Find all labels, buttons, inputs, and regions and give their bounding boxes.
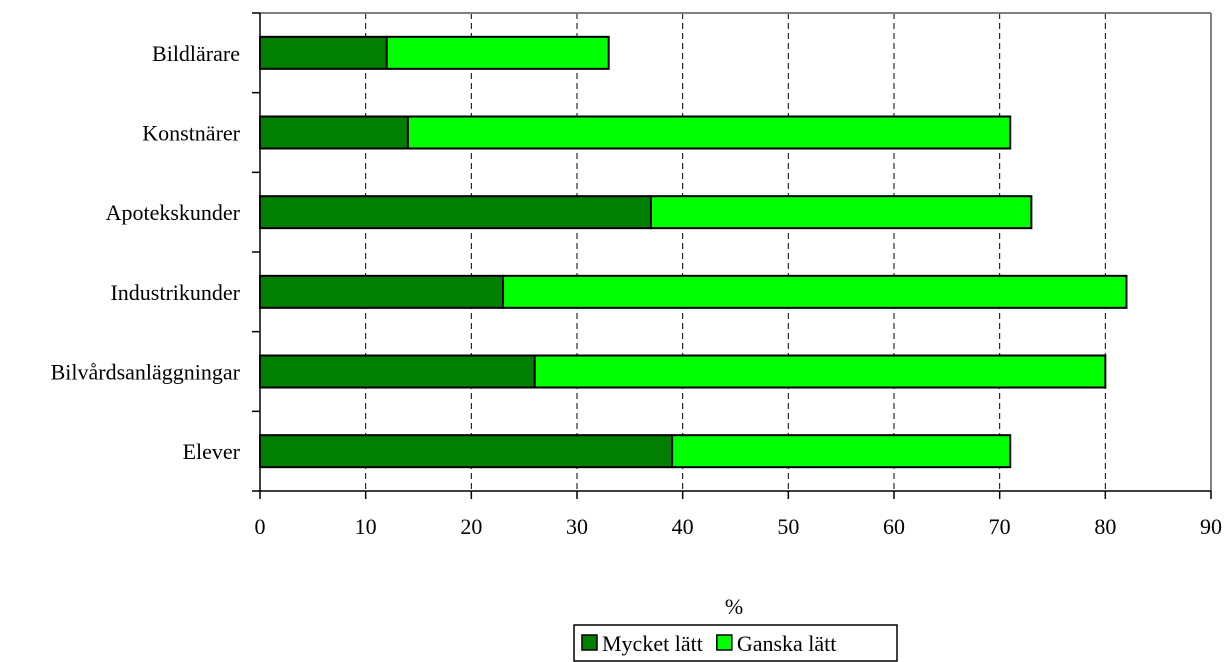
axes bbox=[252, 12, 1212, 499]
bar-mycket-5 bbox=[259, 434, 674, 469]
bar-ganska-3 bbox=[502, 274, 1128, 309]
bar-mycket-4 bbox=[259, 354, 536, 389]
x-tick-label: 70 bbox=[989, 514, 1011, 539]
category-label: Bildlärare bbox=[152, 41, 240, 66]
x-tick-label: 90 bbox=[1200, 514, 1222, 539]
legend-label-ganska: Ganska lätt bbox=[737, 631, 837, 656]
x-tick-labels: 0 10 20 30 40 50 60 70 80 90 bbox=[255, 514, 1223, 539]
x-tick-label: 40 bbox=[672, 514, 694, 539]
bar-ganska-0 bbox=[385, 35, 610, 70]
x-tick-label: 30 bbox=[566, 514, 588, 539]
bar-mycket-1 bbox=[259, 115, 409, 150]
bar-ganska-2 bbox=[649, 195, 1033, 230]
legend-label-mycket: Mycket lätt bbox=[602, 631, 703, 656]
x-tick-label: 10 bbox=[355, 514, 377, 539]
category-label: Industrikunder bbox=[110, 280, 240, 305]
bars bbox=[259, 35, 1128, 469]
gridlines bbox=[365, 13, 1106, 491]
bar-ganska-5 bbox=[671, 434, 1012, 469]
category-label: Konstnärer bbox=[142, 121, 240, 146]
x-tick-label: 80 bbox=[1094, 514, 1116, 539]
x-tick-label: 50 bbox=[777, 514, 799, 539]
category-label: Bilvårdsanläggningar bbox=[51, 360, 241, 385]
legend: Mycket lätt Ganska lätt bbox=[573, 624, 898, 662]
legend-swatch-mycket bbox=[581, 634, 598, 651]
bar-ganska-4 bbox=[533, 354, 1107, 389]
category-labels: Bildlärare Konstnärer Apotekskunder Industr… bbox=[51, 41, 241, 464]
category-label: Elever bbox=[183, 439, 241, 464]
x-axis-title: % bbox=[725, 594, 743, 619]
bar-ganska-1 bbox=[406, 115, 1012, 150]
legend-box bbox=[573, 624, 898, 662]
x-tick-label: 20 bbox=[460, 514, 482, 539]
bar-mycket-0 bbox=[259, 35, 388, 70]
bar-mycket-3 bbox=[259, 274, 505, 309]
x-tick-label: 60 bbox=[883, 514, 905, 539]
category-label: Apotekskunder bbox=[106, 200, 241, 225]
legend-swatch-ganska bbox=[716, 634, 733, 651]
x-tick-label: 0 bbox=[255, 514, 266, 539]
bar-mycket-2 bbox=[259, 195, 652, 230]
